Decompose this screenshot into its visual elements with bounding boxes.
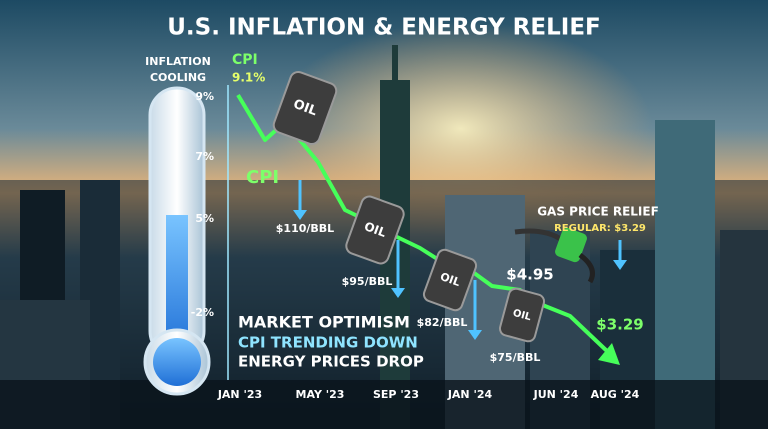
x-label: MAY '23	[296, 388, 345, 401]
oil-barrel: OIL	[422, 248, 478, 312]
note: CPI TRENDING DOWN	[238, 334, 418, 352]
gas-high: $4.95	[506, 266, 553, 284]
oil-price: $95/BBL	[342, 275, 393, 288]
oil-barrel: OIL	[272, 70, 338, 146]
cpi-start: 9.1%	[232, 71, 265, 85]
thermometer-label: COOLING	[150, 71, 206, 84]
gas-regular: REGULAR: $3.29	[554, 223, 646, 234]
x-label: JAN '24	[447, 388, 493, 401]
cpi-side-label: CPI	[246, 167, 279, 188]
title: U.S. INFLATION & ENERGY RELIEF	[167, 15, 601, 41]
gas-nozzle	[514, 227, 595, 284]
y-label: 7%	[195, 150, 214, 163]
x-label: JUN '24	[533, 388, 579, 401]
oil-price: $82/BBL	[417, 316, 468, 329]
oil-price: $75/BBL	[490, 351, 541, 364]
y-label: 9%	[195, 90, 214, 103]
gas-title: GAS PRICE RELIEF	[537, 205, 659, 219]
gas-low: $3.29	[596, 316, 643, 334]
oil-barrel: OIL	[498, 287, 546, 343]
y-label: 5%	[195, 212, 214, 225]
x-label: JAN '23	[217, 388, 262, 401]
down-arrows	[293, 180, 627, 340]
oil-price: $110/BBL	[276, 222, 334, 235]
thermometer	[143, 86, 211, 396]
x-label: SEP '23	[373, 388, 419, 401]
y-label: -2%	[191, 306, 214, 319]
x-label: AUG '24	[591, 388, 640, 401]
note: MARKET OPTIMISM	[238, 313, 410, 332]
cpi-arrow	[598, 343, 620, 365]
note: ENERGY PRICES DROP	[238, 353, 424, 371]
cpi-label: CPI	[232, 52, 258, 68]
barrel-label: OIL	[511, 308, 532, 324]
oil-barrel: OIL	[345, 195, 405, 265]
thermometer-label: INFLATION	[145, 55, 211, 68]
